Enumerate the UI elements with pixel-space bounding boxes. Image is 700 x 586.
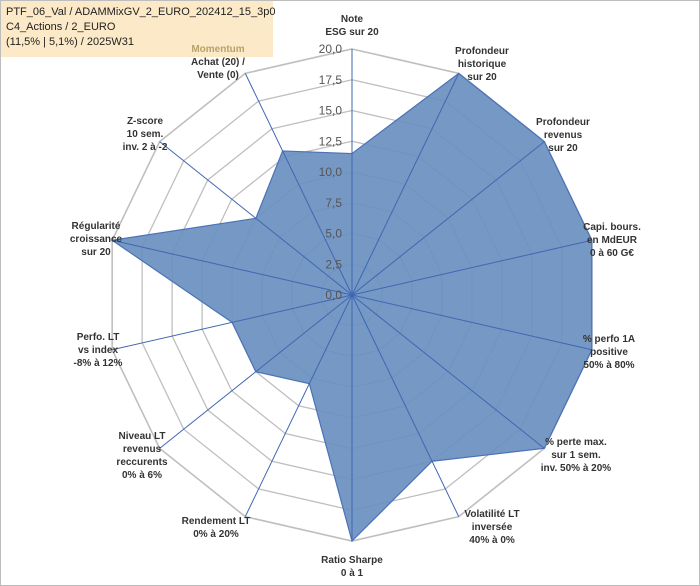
title-line-1: PTF_06_Val / ADAMMixGV_2_EURO_202412_15_… xyxy=(6,6,276,18)
axis-label-line: Momentum xyxy=(191,44,244,55)
axis-label-line: Profondeur xyxy=(536,117,590,128)
axis-label-line: Rendement LT xyxy=(182,516,251,527)
axis-label-9: Niveau LT revenus reccurents 0% à 6% xyxy=(116,431,168,481)
axis-label-line: revenus xyxy=(123,444,162,455)
axis-spoke-6 xyxy=(351,294,460,517)
axis-label-6: Volatilité LT inversée 40% à 0% xyxy=(464,509,519,546)
title-line-3: (11,5% | 5,1%) / 2025W31 xyxy=(6,36,134,48)
axis-label-line: Régularité xyxy=(72,221,121,232)
axis-label-line: sur 20 xyxy=(81,247,111,258)
axis-spoke-10 xyxy=(112,294,353,351)
axis-spoke-11 xyxy=(112,239,353,296)
axis-labels: Note ESG sur 20 Profondeur historique sur 20… xyxy=(70,14,641,579)
radar-axes xyxy=(112,49,592,541)
axis-label-7: Ratio Sharpe 0 à 1 xyxy=(321,555,383,579)
axis-label-line: 0% à 6% xyxy=(122,470,162,481)
axis-label-8: Rendement LT 0% à 20% xyxy=(182,516,251,540)
axis-label-line: % perte max. xyxy=(545,437,607,448)
axis-label-line: inversée xyxy=(472,522,513,533)
axis-label-line: vs index xyxy=(78,345,118,356)
tick-label: 12,5 xyxy=(319,134,343,148)
axis-spoke-5 xyxy=(351,294,545,449)
tick-label: 17,5 xyxy=(319,73,343,87)
axis-label-line: Z-score xyxy=(127,116,164,127)
axis-spoke-1 xyxy=(351,73,460,296)
axis-label-line: Note xyxy=(341,14,364,25)
tick-label: 20,0 xyxy=(319,42,343,56)
axis-label-line: historique xyxy=(458,59,507,70)
axis-spoke-3 xyxy=(351,239,592,296)
axis-label-line: croissance xyxy=(70,234,123,245)
tick-label: 0,0 xyxy=(325,288,342,302)
axis-label-10: Perfo. LT vs index -8% à 12% xyxy=(74,332,123,369)
axis-label-line: 50% à 80% xyxy=(583,360,634,371)
axis-label-line: Perfo. LT xyxy=(77,332,120,343)
axis-label-5: % perte max. sur 1 sem. inv. 50% à 20% xyxy=(541,437,612,474)
axis-label-line: 0 à 60 G€ xyxy=(590,248,634,259)
axis-spoke-2 xyxy=(351,141,545,296)
axis-spoke-12 xyxy=(159,141,353,296)
axis-label-line: 40% à 0% xyxy=(469,535,515,546)
axis-label-line: Profondeur xyxy=(455,46,509,57)
axis-label-line: 10 sem. xyxy=(127,129,164,140)
axis-label-line: en MdEUR xyxy=(587,235,638,246)
axis-label-line: 0% à 20% xyxy=(193,529,239,540)
axis-label-line: -8% à 12% xyxy=(74,358,123,369)
axis-spoke-13 xyxy=(244,73,353,296)
axis-label-3: Capi. bours. en MdEUR 0 à 60 G€ xyxy=(583,222,641,259)
axis-label-1: Profondeur historique sur 20 xyxy=(455,46,509,83)
axis-label-line: sur 20 xyxy=(548,143,578,154)
title-line-2: C4_Actions / 2_EURO xyxy=(6,21,116,33)
radial-tick-labels: 0,0 2,5 5,0 7,5 10,0 12,5 15,0 17,5 20,0 xyxy=(319,42,343,302)
tick-label: 10,0 xyxy=(319,165,343,179)
axis-spoke-9 xyxy=(159,294,353,449)
axis-label-line: Ratio Sharpe xyxy=(321,555,383,566)
axis-label-line: ESG sur 20 xyxy=(325,27,379,38)
axis-label-line: positive xyxy=(590,347,628,358)
axis-label-2: Profondeur revenus sur 20 xyxy=(536,117,590,154)
axis-label-line: Niveau LT xyxy=(118,431,165,442)
axis-label-11: Régularité croissance sur 20 xyxy=(70,221,123,258)
axis-label-line: Vente (0) xyxy=(197,70,239,81)
axis-label-line: inv. 50% à 20% xyxy=(541,463,612,474)
axis-label-13: Momentum Achat (20) / Vente (0) xyxy=(191,44,245,81)
axis-label-line: Capi. bours. xyxy=(583,222,641,233)
axis-label-line: Volatilité LT xyxy=(464,509,519,520)
axis-label-line: sur 20 xyxy=(467,72,497,83)
axis-label-line: reccurents xyxy=(116,457,168,468)
chart-title-box: PTF_06_Val / ADAMMixGV_2_EURO_202412_15_… xyxy=(1,1,276,57)
tick-label: 15,0 xyxy=(319,104,343,118)
axis-label-0: Note ESG sur 20 xyxy=(325,14,379,38)
axis-label-line: % perfo 1A xyxy=(583,334,635,345)
axis-label-4: % perfo 1A positive 50% à 80% xyxy=(583,334,635,371)
axis-spoke-8 xyxy=(244,294,353,517)
axis-spoke-4 xyxy=(351,294,592,351)
axis-label-line: revenus xyxy=(544,130,583,141)
tick-label: 7,5 xyxy=(325,196,342,210)
tick-label: 2,5 xyxy=(325,257,342,271)
axis-label-line: inv. 2 à -2 xyxy=(123,142,168,153)
axis-label-line: sur 1 sem. xyxy=(551,450,601,461)
axis-label-12: Z-score 10 sem. inv. 2 à -2 xyxy=(123,116,168,153)
axis-label-line: Achat (20) / xyxy=(191,57,245,68)
tick-label: 5,0 xyxy=(325,227,342,241)
axis-label-line: 0 à 1 xyxy=(341,568,364,579)
